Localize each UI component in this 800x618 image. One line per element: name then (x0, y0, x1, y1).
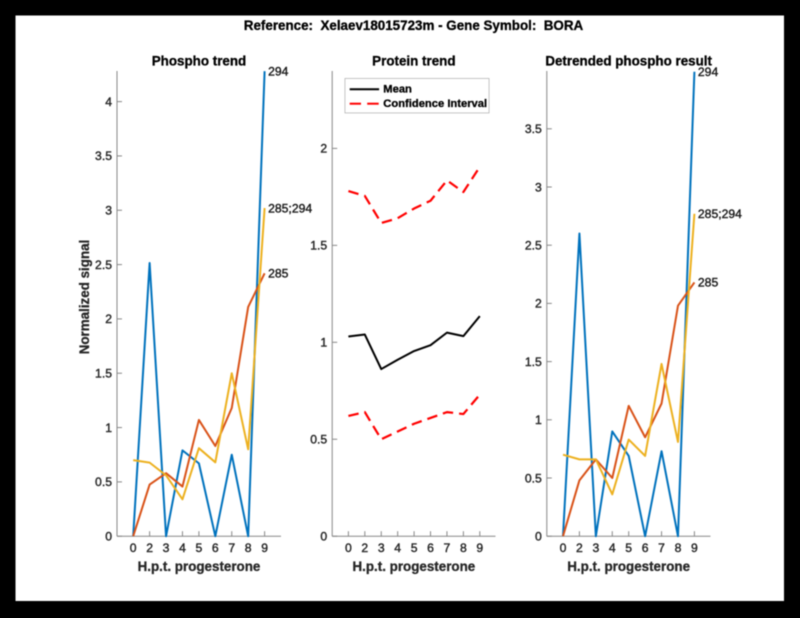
svg-text:2: 2 (361, 541, 368, 555)
svg-text:Detrended phospho result: Detrended phospho result (545, 53, 712, 68)
svg-text:1.5: 1.5 (525, 355, 542, 369)
svg-text:7: 7 (658, 541, 665, 555)
svg-text:2: 2 (320, 142, 327, 156)
svg-text:9: 9 (261, 541, 268, 555)
svg-text:Confidence Interval: Confidence Interval (383, 98, 487, 110)
svg-text:7: 7 (228, 541, 235, 555)
svg-text:3: 3 (163, 541, 170, 555)
svg-text:0: 0 (105, 530, 112, 544)
svg-text:0: 0 (345, 541, 352, 555)
svg-text:2.5: 2.5 (95, 258, 112, 272)
svg-text:0: 0 (560, 541, 567, 555)
svg-text:9: 9 (476, 541, 483, 555)
svg-text:Mean: Mean (383, 83, 412, 95)
svg-text:3: 3 (535, 180, 542, 194)
svg-text:H.p.t. progesterone: H.p.t. progesterone (138, 559, 261, 574)
svg-text:8: 8 (245, 541, 252, 555)
svg-text:0.5: 0.5 (310, 433, 327, 447)
svg-text:3.5: 3.5 (525, 122, 542, 136)
svg-text:Normalized signal: Normalized signal (77, 240, 92, 355)
svg-text:Reference: Xelaev18015723m -: Reference: Xelaev18015723m - Gene Symbol… (244, 18, 584, 33)
svg-text:4: 4 (179, 541, 186, 555)
svg-text:0: 0 (535, 530, 542, 544)
svg-text:3: 3 (592, 541, 599, 555)
svg-text:6: 6 (427, 541, 434, 555)
svg-text:6: 6 (642, 541, 649, 555)
svg-text:2: 2 (105, 312, 112, 326)
svg-text:Protein trend: Protein trend (372, 53, 455, 68)
svg-text:285;294: 285;294 (698, 207, 742, 221)
svg-text:8: 8 (460, 541, 467, 555)
svg-text:285;294: 285;294 (268, 201, 312, 215)
svg-text:0: 0 (130, 541, 137, 555)
svg-text:1: 1 (535, 413, 542, 427)
svg-text:2: 2 (576, 541, 583, 555)
svg-text:9: 9 (691, 541, 698, 555)
svg-text:294: 294 (698, 65, 719, 79)
svg-text:294: 294 (268, 64, 289, 78)
svg-text:1: 1 (320, 336, 327, 350)
svg-text:8: 8 (675, 541, 682, 555)
svg-text:2: 2 (535, 297, 542, 311)
svg-text:285: 285 (268, 266, 289, 280)
svg-text:4: 4 (105, 95, 112, 109)
svg-text:Phospho trend: Phospho trend (152, 53, 246, 68)
svg-text:2: 2 (146, 541, 153, 555)
svg-text:3: 3 (105, 204, 112, 218)
svg-text:3: 3 (378, 541, 385, 555)
svg-text:H.p.t. progesterone: H.p.t. progesterone (567, 559, 690, 574)
svg-text:2.5: 2.5 (525, 239, 542, 253)
svg-text:1.5: 1.5 (310, 239, 327, 253)
svg-text:0.5: 0.5 (95, 475, 112, 489)
svg-text:3.5: 3.5 (95, 149, 112, 163)
svg-text:1.5: 1.5 (95, 367, 112, 381)
svg-text:5: 5 (625, 541, 632, 555)
svg-text:7: 7 (444, 541, 451, 555)
svg-text:1: 1 (105, 421, 112, 435)
svg-text:5: 5 (411, 541, 418, 555)
svg-text:5: 5 (196, 541, 203, 555)
svg-text:H.p.t. progesterone: H.p.t. progesterone (352, 559, 475, 574)
svg-text:0.5: 0.5 (525, 471, 542, 485)
svg-text:0: 0 (320, 530, 327, 544)
svg-text:285: 285 (698, 276, 719, 290)
svg-text:4: 4 (609, 541, 616, 555)
svg-text:6: 6 (212, 541, 219, 555)
svg-text:4: 4 (394, 541, 401, 555)
